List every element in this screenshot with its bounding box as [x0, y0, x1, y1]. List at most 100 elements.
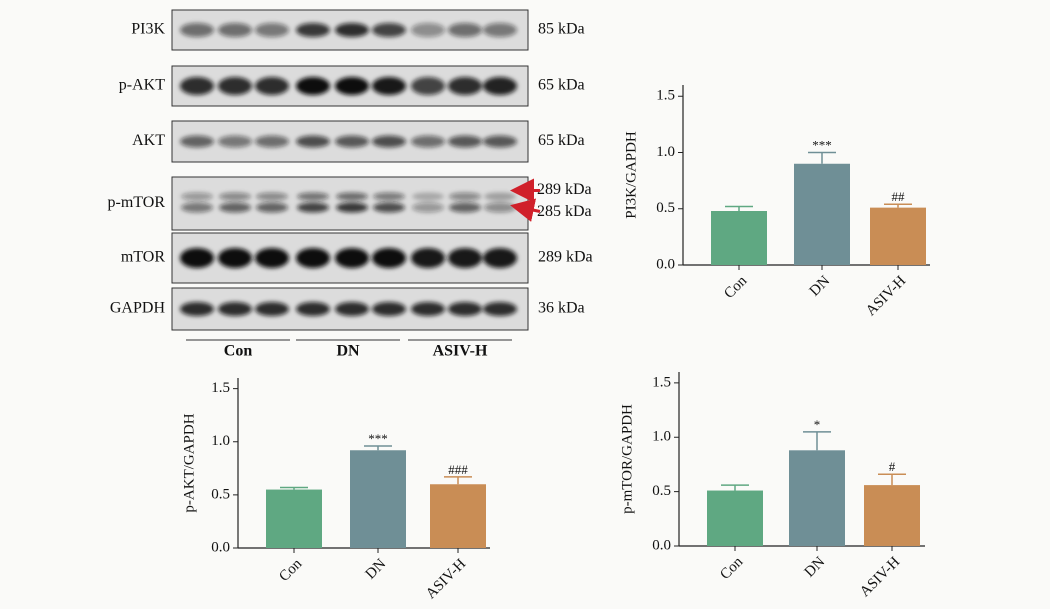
- row-label: GAPDH: [110, 300, 166, 317]
- significance-label: ##: [892, 189, 906, 204]
- y-tick-label: 1.5: [652, 374, 671, 390]
- x-tick-label: ASIV-H: [423, 556, 469, 602]
- band: [180, 77, 214, 95]
- x-tick-label: DN: [807, 273, 834, 300]
- band: [336, 202, 368, 213]
- arrow: [510, 198, 541, 222]
- band: [373, 202, 405, 213]
- band: [218, 248, 252, 268]
- group-label: DN: [336, 343, 360, 360]
- y-tick-label: 1.0: [656, 144, 675, 160]
- band: [255, 77, 289, 95]
- band: [218, 77, 252, 95]
- bands: [181, 192, 516, 213]
- band: [180, 23, 214, 37]
- band: [411, 23, 445, 37]
- band: [296, 248, 330, 268]
- significance-label: ***: [812, 137, 832, 152]
- band: [448, 302, 482, 316]
- y-tick-label: 1.5: [656, 88, 675, 104]
- x-tick-label: Con: [717, 554, 746, 583]
- band: [256, 192, 288, 201]
- band: [336, 192, 368, 201]
- band: [296, 302, 330, 316]
- band: [255, 248, 289, 268]
- band: [297, 192, 329, 201]
- band: [483, 23, 517, 37]
- bar: [870, 207, 926, 265]
- band: [412, 202, 444, 213]
- band: [448, 77, 482, 95]
- size-label: 289 kDa: [538, 249, 593, 266]
- band: [335, 248, 369, 268]
- x-tick-label: Con: [276, 556, 305, 585]
- band: [372, 23, 406, 37]
- bar: [430, 484, 486, 548]
- band: [297, 202, 329, 213]
- band: [255, 302, 289, 316]
- band: [449, 192, 481, 201]
- band: [180, 135, 214, 148]
- band: [219, 202, 251, 213]
- band: [256, 202, 288, 213]
- band: [181, 192, 213, 201]
- y-tick-label: 1.0: [211, 433, 230, 449]
- row-label: PI3K: [131, 21, 165, 38]
- row-label: mTOR: [121, 249, 165, 266]
- y-tick-label: 0.5: [656, 200, 675, 216]
- band: [218, 135, 252, 148]
- band: [255, 23, 289, 37]
- size-label: 289 kDa: [537, 181, 592, 198]
- row-label: p-mTOR: [108, 194, 166, 211]
- bar: [350, 450, 406, 548]
- band: [411, 135, 445, 148]
- band: [449, 202, 481, 213]
- band: [448, 248, 482, 268]
- band: [180, 302, 214, 316]
- y-tick-label: 0.5: [652, 483, 671, 499]
- band: [219, 192, 251, 201]
- band: [296, 77, 330, 95]
- band: [448, 23, 482, 37]
- x-tick-label: DN: [802, 554, 829, 581]
- band: [218, 302, 252, 316]
- band: [335, 23, 369, 37]
- x-tick-label: ASIV-H: [863, 273, 909, 319]
- band: [181, 202, 213, 213]
- bar: [789, 450, 845, 546]
- band: [412, 192, 444, 201]
- size-label: 65 kDa: [538, 77, 585, 94]
- band: [448, 135, 482, 148]
- bands: [180, 77, 517, 95]
- bar: [707, 490, 763, 546]
- y-tick-label: 0.0: [656, 256, 675, 272]
- row-label: p-AKT: [119, 77, 165, 94]
- bar: [794, 163, 850, 265]
- band: [483, 302, 517, 316]
- significance-label: ###: [448, 462, 468, 477]
- group-label: Con: [224, 343, 253, 360]
- band: [255, 135, 289, 148]
- band: [411, 77, 445, 95]
- band: [335, 135, 369, 148]
- band: [483, 77, 517, 95]
- y-tick-label: 1.5: [211, 380, 230, 396]
- band: [484, 202, 516, 213]
- band: [372, 135, 406, 148]
- band: [372, 302, 406, 316]
- y-tick-label: 0.0: [652, 537, 671, 553]
- row-label: AKT: [132, 132, 165, 149]
- x-tick-label: ASIV-H: [857, 554, 903, 600]
- band: [483, 248, 517, 268]
- y-tick-label: 1.0: [652, 429, 671, 445]
- size-label: 85 kDa: [538, 21, 585, 38]
- x-tick-label: Con: [721, 273, 750, 302]
- bar: [711, 211, 767, 265]
- band: [296, 23, 330, 37]
- y-axis-label: p-mTOR/GAPDH: [619, 404, 635, 514]
- y-tick-label: 0.5: [211, 486, 230, 502]
- y-tick-label: 0.0: [211, 539, 230, 555]
- band: [335, 302, 369, 316]
- x-tick-label: DN: [363, 556, 390, 583]
